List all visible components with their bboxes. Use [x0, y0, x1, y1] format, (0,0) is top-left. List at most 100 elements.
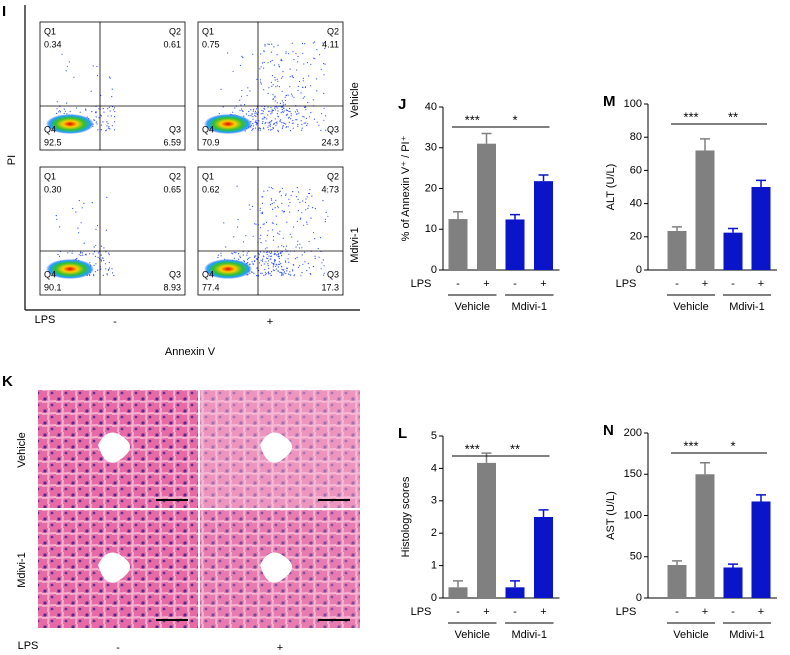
- event-dot: [268, 260, 270, 262]
- event-dot: [63, 108, 65, 110]
- event-dot: [316, 90, 318, 92]
- quadrant-value: 0.75: [202, 39, 220, 49]
- event-dot: [283, 122, 285, 124]
- event-dot: [285, 272, 287, 275]
- event-dot: [78, 232, 80, 234]
- event-dot: [255, 112, 257, 114]
- event-dot: [100, 259, 102, 261]
- event-dot: [296, 69, 298, 71]
- event-dot: [278, 191, 281, 193]
- event-dot: [309, 189, 311, 191]
- event-dot: [259, 227, 262, 229]
- event-dot: [252, 235, 254, 237]
- event-dot: [93, 246, 95, 248]
- event-dot: [310, 112, 312, 114]
- significance-label: ***: [465, 112, 480, 127]
- event-dot: [97, 252, 99, 254]
- quadrant-value: 0.30: [44, 184, 62, 194]
- event-dot: [287, 110, 289, 112]
- event-dot: [275, 215, 277, 217]
- event-dot: [220, 252, 222, 254]
- event-dot: [285, 52, 287, 54]
- bar: [751, 187, 771, 270]
- event-dot: [252, 118, 254, 120]
- event-dot: [267, 43, 269, 45]
- event-dot: [97, 129, 99, 131]
- event-dot: [286, 270, 288, 272]
- event-dot: [261, 211, 264, 213]
- event-dot: [292, 127, 294, 129]
- event-dot: [262, 110, 264, 112]
- y-tick-label: 40: [425, 101, 437, 113]
- event-dot: [264, 271, 266, 273]
- event-dot: [75, 107, 78, 109]
- event-dot: [296, 110, 299, 112]
- event-dot: [67, 252, 69, 254]
- event-dot: [319, 237, 322, 239]
- event-dot: [249, 208, 251, 210]
- event-dot: [93, 264, 95, 266]
- event-dot: [307, 207, 309, 210]
- lps-value: -: [113, 316, 117, 328]
- event-dot: [96, 224, 99, 227]
- event-dot: [227, 52, 229, 54]
- event-dot: [302, 263, 304, 265]
- event-dot: [279, 120, 281, 122]
- event-dot: [324, 63, 326, 65]
- bar: [505, 219, 525, 270]
- event-dot: [295, 119, 297, 121]
- error-bar: [538, 509, 549, 517]
- event-dot: [83, 242, 85, 244]
- event-dot: [263, 274, 265, 276]
- event-dot: [314, 255, 316, 257]
- quadrant-name: Q2: [327, 26, 339, 36]
- y-tick-label: 150: [624, 468, 642, 480]
- event-dot: [270, 253, 272, 255]
- event-dot: [313, 118, 316, 120]
- event-dot: [321, 262, 323, 264]
- event-dot: [267, 110, 270, 112]
- event-dot: [110, 115, 112, 117]
- event-dot: [261, 272, 263, 274]
- event-dot: [270, 113, 272, 115]
- event-dot: [287, 258, 289, 260]
- event-dot: [326, 188, 328, 190]
- quadrant-name: Q3: [169, 124, 181, 134]
- event-dot: [279, 190, 281, 192]
- event-dot: [277, 207, 279, 209]
- event-dot: [113, 275, 115, 277]
- event-dot: [256, 123, 258, 125]
- event-dot: [260, 83, 262, 85]
- event-dot: [297, 55, 299, 58]
- event-dot: [282, 237, 284, 239]
- event-dot: [108, 106, 110, 108]
- event-dot: [271, 75, 274, 77]
- error-bar: [510, 580, 520, 588]
- event-dot: [82, 254, 84, 256]
- x-tick-label: +: [758, 278, 764, 290]
- lps-value: +: [267, 316, 273, 328]
- quadrant-name: Q3: [327, 269, 339, 279]
- event-dot: [109, 110, 111, 112]
- event-dot: [306, 196, 308, 198]
- event-dot: [271, 271, 273, 273]
- event-dot: [292, 264, 294, 266]
- event-dot: [58, 111, 60, 113]
- event-dot: [239, 64, 241, 67]
- event-dot: [107, 127, 109, 129]
- event-dot: [262, 223, 264, 225]
- event-dot: [95, 228, 97, 230]
- event-dot: [276, 106, 278, 108]
- event-dot: [308, 205, 310, 207]
- event-dot: [294, 111, 296, 113]
- event-dot: [242, 241, 245, 243]
- event-dot: [288, 110, 290, 112]
- event-dot: [320, 129, 322, 131]
- event-dot: [277, 256, 280, 258]
- event-dot: [281, 272, 283, 274]
- event-dot: [242, 110, 244, 112]
- quadrant-name: Q1: [44, 171, 56, 181]
- event-dot: [249, 256, 251, 258]
- event-dot: [271, 199, 273, 201]
- event-dot: [103, 111, 105, 113]
